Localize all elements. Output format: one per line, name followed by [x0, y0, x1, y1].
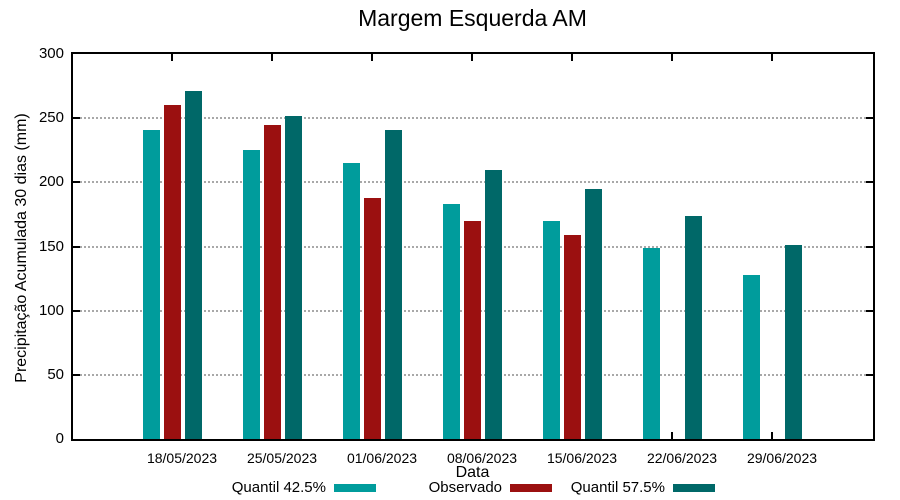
y-tick-mark	[73, 373, 80, 376]
y-tick-mark	[73, 181, 80, 184]
legend-label-q575: Quantil 57.5%	[570, 479, 665, 496]
bar-obs-1	[163, 105, 181, 439]
bar-q425-6	[642, 247, 660, 439]
x-tick-mark	[471, 54, 473, 61]
y-tick-label-150: 150	[38, 237, 64, 255]
y-tick-label-300: 300	[38, 45, 64, 62]
x-tick-label-1: 18/05/2023	[146, 450, 218, 466]
plot-area	[71, 52, 875, 441]
gridline-200	[73, 181, 873, 184]
x-tick-label-2: 25/05/2023	[246, 450, 318, 466]
y-tick-mark	[866, 373, 873, 376]
bar-q425-5	[542, 220, 560, 439]
x-tick-mark	[271, 54, 273, 61]
x-tick-mark	[571, 54, 573, 61]
y-tick-label-50: 50	[47, 365, 64, 383]
y-tick-mark	[866, 117, 873, 120]
x-tick-label-5: 15/06/2023	[546, 450, 618, 466]
legend-item-q425: Quantil 42.5%	[232, 480, 376, 496]
bar-q575-1	[184, 91, 202, 439]
x-tick-mark	[771, 432, 773, 439]
bar-q425-4	[442, 204, 460, 439]
x-tick-mark	[171, 54, 173, 61]
y-tick-mark	[73, 117, 80, 120]
bar-obs-4	[463, 220, 481, 439]
legend-swatch-obs	[510, 484, 552, 492]
x-tick-mark	[371, 54, 373, 61]
bar-q425-1	[142, 129, 160, 439]
bar-q425-3	[342, 163, 360, 439]
bar-q575-3	[384, 129, 402, 439]
y-tick-label-250: 250	[38, 109, 64, 127]
legend-label-obs: Observado	[428, 479, 502, 496]
y-tick-label-200: 200	[38, 173, 64, 191]
x-tick-mark	[671, 54, 673, 61]
y-tick-mark	[866, 309, 873, 312]
gridline-250	[73, 117, 873, 120]
legend-swatch-q575	[673, 484, 715, 492]
bar-q425-7	[742, 274, 760, 439]
y-tick-mark	[866, 181, 873, 184]
y-tick-mark	[73, 245, 80, 248]
bar-q575-4	[484, 169, 502, 439]
y-tick-mark	[73, 309, 80, 312]
x-tick-label-6: 22/06/2023	[646, 450, 718, 466]
bar-obs-5	[563, 234, 581, 439]
legend-item-obs: Observado	[429, 480, 552, 496]
bar-q575-6	[684, 215, 702, 439]
chart-title: Margem Esquerda AM	[358, 5, 587, 31]
x-tick-label-3: 01/06/2023	[346, 450, 418, 466]
y-tick-label-0: 0	[55, 430, 64, 447]
y-tick-label-100: 100	[38, 301, 64, 319]
x-axis-label: Data	[455, 464, 490, 481]
x-tick-label-4: 08/06/2023	[446, 450, 518, 466]
bar-obs-2	[263, 124, 281, 439]
legend-item-q575: Quantil 57.5%	[571, 480, 715, 496]
legend-swatch-q425	[334, 484, 376, 492]
legend-label-q425: Quantil 42.5%	[231, 479, 326, 496]
bar-q425-2	[242, 150, 260, 439]
bar-obs-3	[363, 197, 381, 439]
bar-q575-2	[284, 115, 302, 439]
bar-q575-7	[784, 245, 802, 439]
x-tick-label-7: 29/06/2023	[746, 450, 818, 466]
bar-q575-5	[584, 188, 602, 439]
x-tick-mark	[771, 54, 773, 61]
y-tick-mark	[866, 245, 873, 248]
x-tick-mark	[671, 432, 673, 439]
